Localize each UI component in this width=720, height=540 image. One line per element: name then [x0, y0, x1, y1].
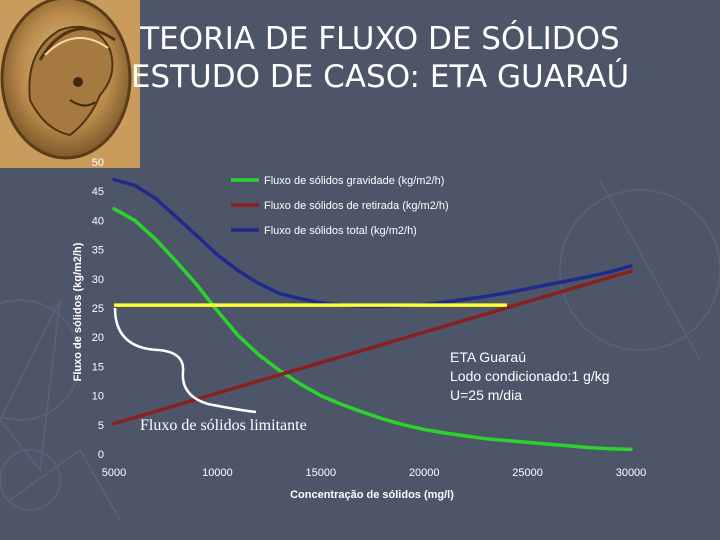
- y-tick-label: 50: [92, 157, 104, 169]
- y-tick-label: 25: [92, 303, 104, 315]
- legend-label-2: Fluxo de sólidos de retirada (kg/m2/h): [264, 200, 449, 212]
- x-tick-label: 20000: [409, 467, 440, 479]
- x-tick-label: 30000: [616, 467, 647, 479]
- limit-label: Fluxo de sólidos limitante: [140, 417, 307, 434]
- y-tick-label: 45: [92, 186, 104, 198]
- y-tick-label: 40: [92, 215, 104, 227]
- slide-title-line2: ESTUDO DE CASO: ETA GUARAÚ: [130, 59, 630, 95]
- y-tick-label: 20: [92, 332, 104, 344]
- series-line-2: [112, 269, 633, 426]
- y-axis-ticks: 0 5 10 15 20 25 30 35 40 45 50: [92, 157, 104, 461]
- x-axis-label: Concentração de sólidos (mg/l): [290, 489, 454, 501]
- series-lines: [112, 177, 633, 452]
- x-tick-label: 10000: [202, 467, 233, 479]
- series-line-1: [112, 206, 633, 452]
- chart-legend: Fluxo de sólidos gravidade (kg/m2/h) Flux…: [231, 175, 449, 237]
- slide-title-line1: TEORIA DE FLUXO DE SÓLIDOS: [140, 21, 620, 57]
- slide-title: TEORIA DE FLUXO DE SÓLIDOS ESTUDO DE CAS…: [100, 20, 660, 96]
- y-tick-label: 35: [92, 245, 104, 257]
- y-tick-label: 30: [92, 274, 104, 286]
- y-tick-label: 10: [92, 391, 104, 403]
- logo-medallion: [0, 0, 140, 168]
- annotation-line1: ETA Guaraú: [450, 349, 527, 365]
- y-axis-label: Fluxo de sólidos (kg/m2/h): [72, 242, 84, 381]
- y-tick-label: 0: [98, 449, 104, 461]
- legend-label-1: Fluxo de sólidos gravidade (kg/m2/h): [264, 175, 444, 187]
- y-tick-label: 15: [92, 361, 104, 373]
- x-tick-label: 5000: [102, 467, 126, 479]
- y-tick-label: 5: [98, 420, 104, 432]
- limiting-flux-pointer: [113, 307, 257, 414]
- x-tick-label: 25000: [512, 467, 543, 479]
- series-line-3: [112, 177, 633, 308]
- x-tick-label: 15000: [306, 467, 337, 479]
- case-annotation: ETA Guaraú Lodo condicionado:1 g/kg U=25…: [450, 348, 610, 405]
- annotation-line2: Lodo condicionado:1 g/kg: [450, 368, 610, 384]
- annotation-line3: U=25 m/dia: [450, 387, 522, 403]
- x-axis-ticks: 5000 10000 15000 20000 25000 30000: [102, 467, 647, 479]
- legend-label-3: Fluxo de sólidos total (kg/m2/h): [264, 225, 417, 237]
